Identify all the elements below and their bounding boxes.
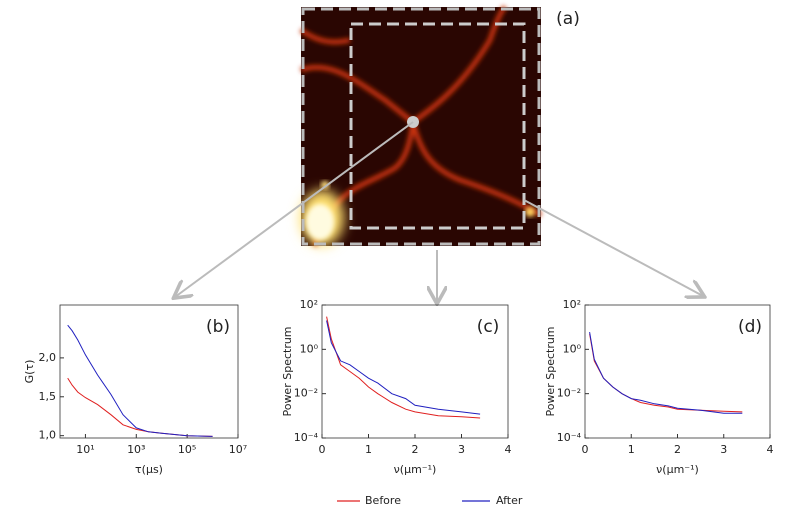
panel-label: (b) (206, 317, 230, 337)
micrograph (299, 5, 543, 247)
series-line (589, 332, 743, 414)
x-tick-label: 1 (365, 443, 372, 456)
y-tick-label: 1,0 (39, 429, 57, 442)
x-tick-label: 10³ (127, 443, 145, 456)
panel-label: (a) (556, 9, 580, 29)
y-axis-label: G(τ) (23, 360, 36, 384)
x-tick-label: 1 (628, 443, 635, 456)
x-tick-label: 10¹ (76, 443, 94, 456)
legend: Before After (337, 494, 523, 507)
y-tick-label: 1,5 (39, 390, 57, 403)
series-line (326, 316, 481, 419)
y-tick-label: 2,0 (39, 351, 57, 364)
y-tick-label: 10⁰ (563, 342, 582, 355)
x-axis-label: ν(μm⁻¹) (394, 463, 437, 476)
x-axis-label: ν(μm⁻¹) (656, 463, 699, 476)
legend-label: After (496, 494, 523, 507)
series-line (589, 333, 743, 413)
y-axis-label: Power Spectrum (544, 326, 557, 416)
y-tick-label: 10⁰ (300, 342, 319, 355)
y-tick-label: 10⁻⁴ (294, 431, 319, 444)
x-tick-label: 4 (505, 443, 512, 456)
x-tick-label: 10⁷ (229, 443, 247, 456)
y-axis-label: Power Spectrum (281, 326, 294, 416)
x-tick-label: 4 (767, 443, 774, 456)
series-line (67, 324, 213, 437)
legend-label: Before (365, 494, 401, 507)
x-tick-label: 3 (458, 443, 465, 456)
panel-label: (c) (477, 317, 500, 337)
panel-label: (d) (738, 317, 762, 337)
y-tick-label: 10⁻² (557, 387, 581, 400)
x-tick-label: 10⁵ (178, 443, 196, 456)
x-tick-label: 2 (412, 443, 419, 456)
x-axis-label: τ(μs) (135, 463, 163, 476)
x-tick-label: 2 (674, 443, 681, 456)
y-tick-label: 10² (300, 298, 318, 311)
y-tick-label: 10² (563, 298, 581, 311)
arrows (175, 121, 703, 302)
x-tick-label: 0 (319, 443, 326, 456)
x-tick-label: 0 (582, 443, 589, 456)
y-tick-label: 10⁻⁴ (557, 431, 582, 444)
plot-frame (59, 304, 239, 439)
y-tick-label: 10⁻² (294, 387, 318, 400)
x-tick-label: 3 (720, 443, 727, 456)
series-line (67, 377, 213, 437)
series-line (326, 320, 481, 415)
